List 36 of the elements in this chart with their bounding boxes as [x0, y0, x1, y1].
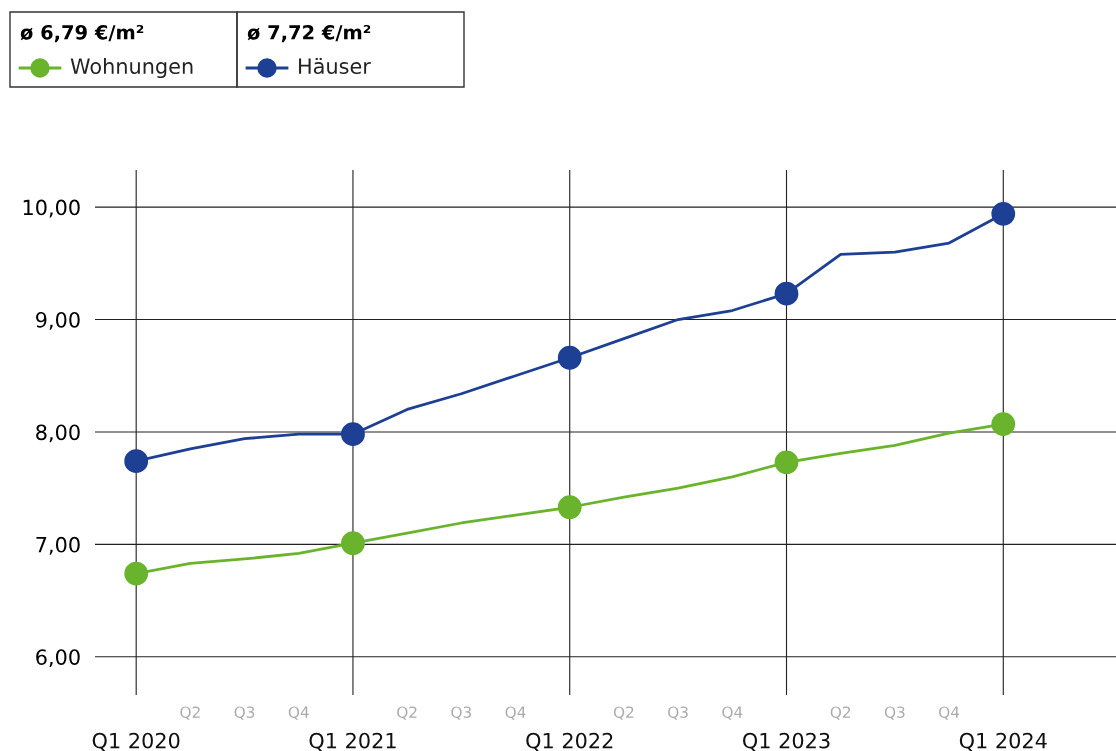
x-tick-label: Q2 [397, 706, 417, 720]
point [124, 449, 149, 474]
x-tick-label: Q4 [288, 706, 309, 720]
point [557, 495, 582, 520]
point [991, 412, 1016, 436]
point [341, 531, 365, 556]
x-tick-label: Q1 2020 [92, 732, 180, 751]
y-tick-label: 10,00 [23, 199, 80, 218]
y-tick-label: 7,00 [36, 536, 80, 555]
y-tick-label: 8,00 [36, 424, 80, 443]
point [124, 561, 149, 586]
point [991, 201, 1016, 226]
y-tick-label: 9,00 [36, 311, 80, 330]
text: ø 7,72 €/m² [247, 24, 371, 43]
x-tick-label: Q2 [830, 706, 851, 720]
x-tick-label: Q1 2021 [309, 732, 396, 751]
x-tick-label: Q3 [668, 706, 688, 720]
x-tick-label: Q1 2024 [959, 732, 1047, 751]
x-tick-label: Q4 [939, 706, 960, 720]
point [341, 422, 365, 447]
point [774, 281, 799, 306]
legend-label: Wohnungen [70, 57, 193, 79]
legend-label: Häuser [299, 57, 371, 75]
point [557, 345, 582, 370]
x-tick-label: Q1 2022 [526, 732, 613, 751]
x-tick-label: Q3 [884, 706, 905, 720]
x-tick-label: Q3 [234, 706, 255, 720]
y-tick-label: 6,00 [36, 649, 80, 668]
x-tick-label: Q2 [613, 706, 634, 720]
x-tick-label: Q4 [505, 706, 526, 720]
x-tick-label: Q2 [180, 706, 200, 720]
x-tick-label: Q3 [451, 706, 471, 720]
text: ø 6,79 €/m² [20, 24, 144, 43]
x-tick-label: Q4 [722, 706, 743, 720]
point [774, 450, 799, 475]
x-tick-label: Q1 2023 [743, 732, 830, 751]
